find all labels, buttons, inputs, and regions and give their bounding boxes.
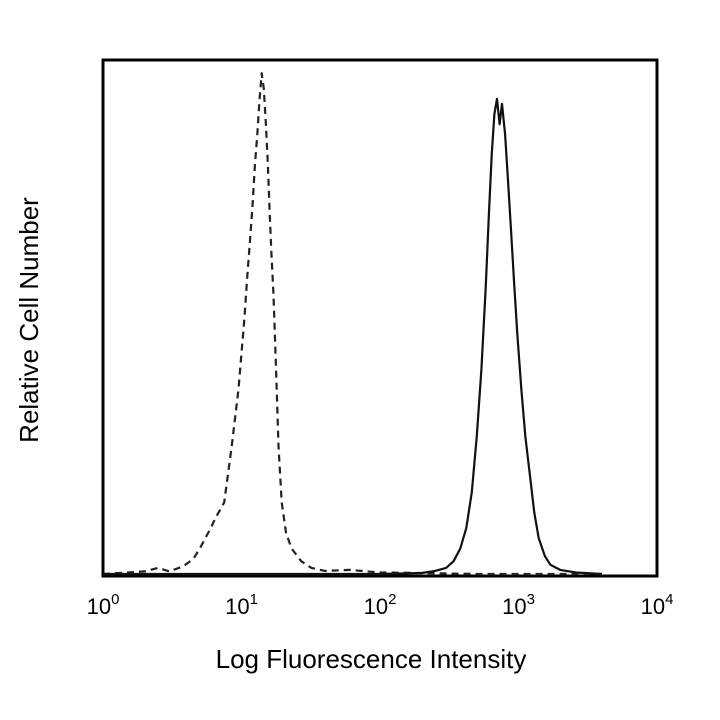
x-tick-exponent: 3 xyxy=(527,591,535,608)
x-tick-label: 100 xyxy=(87,591,120,619)
series-layer xyxy=(102,72,602,576)
x-tick-base: 10 xyxy=(87,594,111,619)
x-tick-label: 103 xyxy=(502,591,535,619)
x-tick-exponent: 4 xyxy=(665,591,673,608)
x-axis-title: Log Fluorescence Intensity xyxy=(216,644,527,674)
y-axis-title: Relative Cell Number xyxy=(14,197,44,443)
x-tick-base: 10 xyxy=(641,594,665,619)
x-tick-exponent: 0 xyxy=(111,591,119,608)
x-tick-base: 10 xyxy=(364,594,388,619)
x-tick-exponent: 2 xyxy=(388,591,396,608)
x-tick-base: 10 xyxy=(225,594,249,619)
histogram-curve-solid xyxy=(103,97,602,576)
x-tick-exponent: 1 xyxy=(250,591,258,608)
x-tick-label: 104 xyxy=(641,591,674,619)
x-tick-base: 10 xyxy=(502,594,526,619)
histogram-curve-dashed xyxy=(102,72,602,576)
plot-frame xyxy=(101,58,659,578)
x-tick-label: 102 xyxy=(364,591,397,619)
x-tick-layer: 100 101 102 103 104 xyxy=(87,591,674,619)
x-tick-label: 101 xyxy=(225,591,258,619)
